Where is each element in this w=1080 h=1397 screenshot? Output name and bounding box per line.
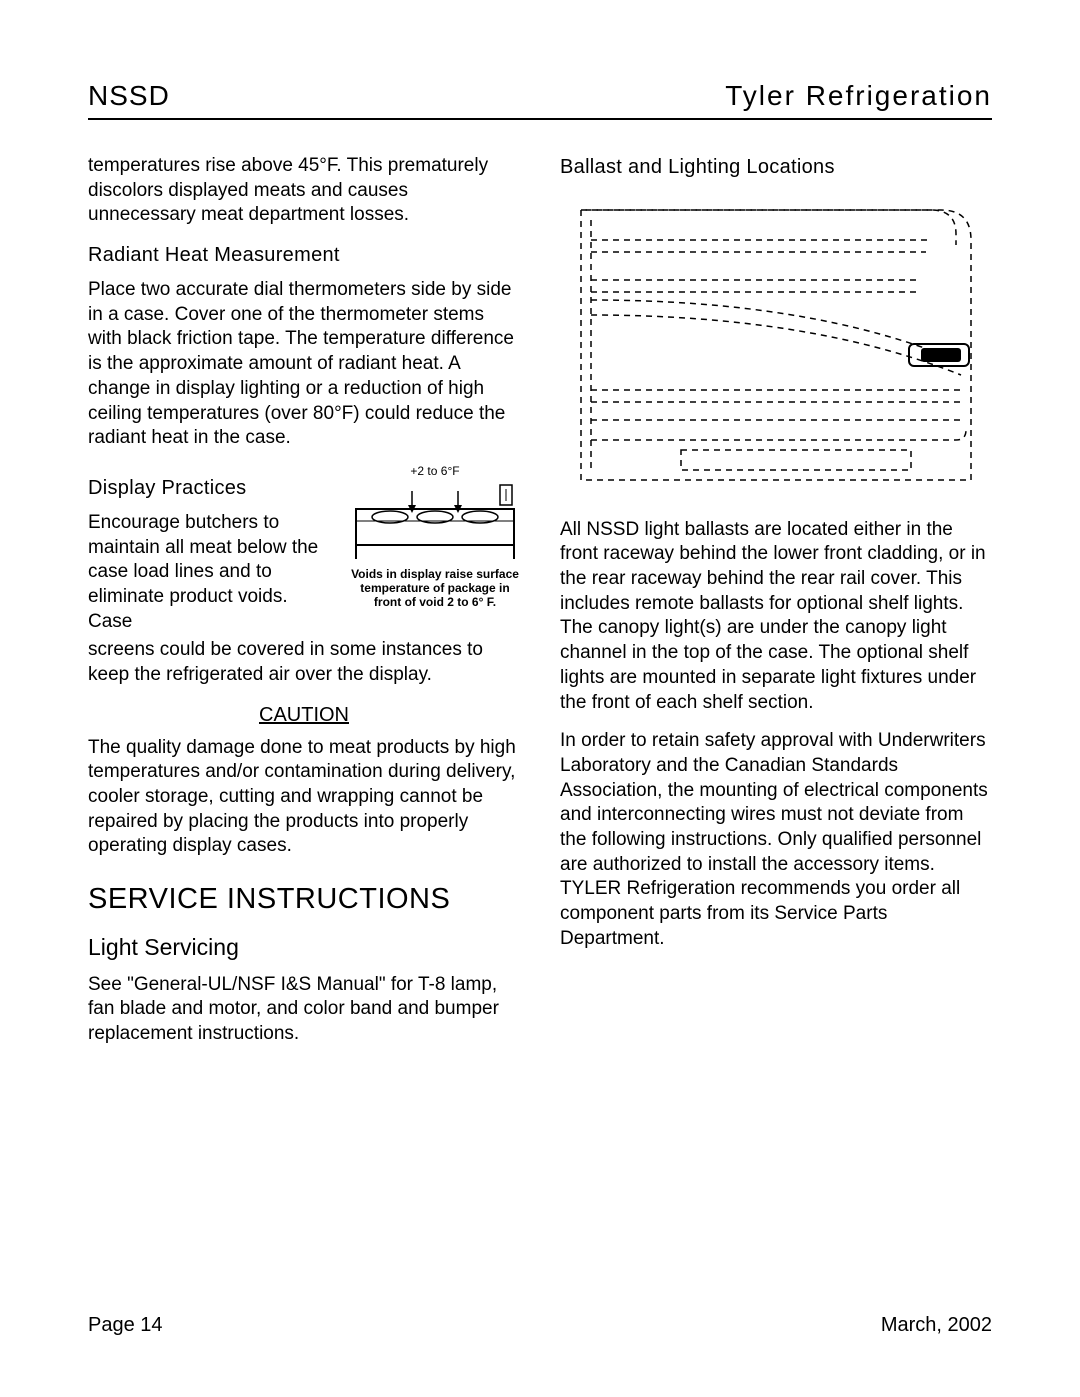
page-footer: Page 14 March, 2002: [88, 1314, 992, 1337]
footer-page-number: Page 14: [88, 1314, 163, 1337]
ballast-heading: Ballast and Lighting Locations: [560, 154, 992, 180]
display-heading: Display Practices: [88, 475, 336, 501]
ballast-paragraph-2: In order to retain safety approval with …: [560, 729, 992, 951]
right-column: Ballast and Lighting Locations: [560, 154, 992, 1061]
page: NSSD Tyler Refrigeration temperatures ri…: [0, 0, 1080, 1121]
display-case-diagram-icon: [350, 481, 520, 561]
display-figure-toplabel: +2 to 6°F: [350, 465, 520, 479]
display-para-1: Encourage butchers to maintain all meat …: [88, 511, 336, 634]
radiant-heading: Radiant Heat Measurement: [88, 242, 520, 268]
display-para-2: screens could be covered in some instanc…: [88, 638, 520, 687]
intro-paragraph: temperatures rise above 45°F. This prema…: [88, 154, 520, 228]
light-servicing-paragraph: See "General-UL/NSF I&S Manual" for T-8 …: [88, 973, 520, 1047]
caution-heading: CAUTION: [88, 702, 520, 728]
caution-paragraph: The quality damage done to meat products…: [88, 736, 520, 859]
service-instructions-heading: SERVICE INSTRUCTIONS: [88, 881, 520, 919]
display-practices-block: Display Practices Encourage butchers to …: [88, 465, 520, 634]
page-header: NSSD Tyler Refrigeration: [88, 80, 992, 120]
left-column: temperatures rise above 45°F. This prema…: [88, 154, 520, 1061]
ballast-location-diagram-icon: [560, 190, 992, 490]
radiant-paragraph: Place two accurate dial thermometers sid…: [88, 278, 520, 451]
display-figure-caption: Voids in display raise surface temperatu…: [350, 568, 520, 609]
display-practices-text: Display Practices Encourage butchers to …: [88, 465, 336, 634]
footer-date: March, 2002: [881, 1314, 992, 1337]
light-servicing-heading: Light Servicing: [88, 933, 520, 963]
columns: temperatures rise above 45°F. This prema…: [88, 154, 992, 1061]
ballast-paragraph-1: All NSSD light ballasts are located eith…: [560, 518, 992, 716]
header-left: NSSD: [88, 80, 170, 112]
display-figure: +2 to 6°F: [350, 465, 520, 610]
header-right: Tyler Refrigeration: [725, 80, 992, 112]
display-figure-toplabel-text: +2 to 6°F: [410, 464, 459, 478]
